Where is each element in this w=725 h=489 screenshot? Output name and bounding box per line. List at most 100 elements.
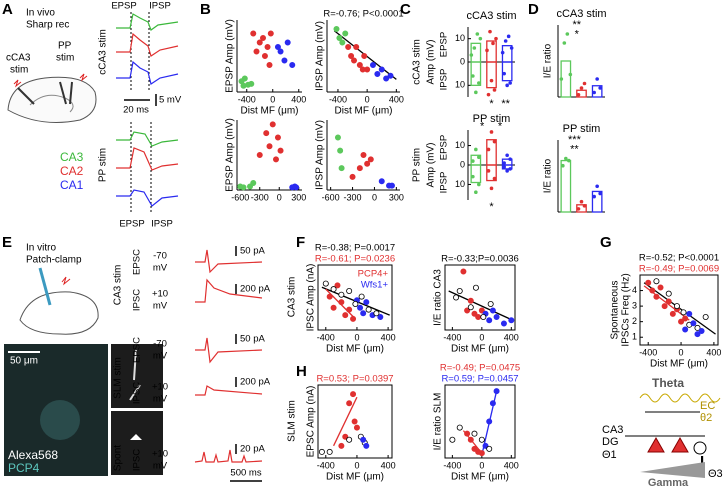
arrowhead (130, 434, 142, 440)
data-point (561, 163, 565, 168)
data-point (592, 194, 596, 199)
data-point (494, 36, 498, 41)
data-point (598, 191, 602, 196)
x-tick-label: 0 (354, 460, 359, 470)
data-point (240, 82, 247, 89)
data-point (489, 78, 494, 83)
data-point (333, 25, 340, 32)
data-point (349, 173, 356, 180)
data-point (277, 147, 284, 154)
panel-letter: E (2, 234, 12, 251)
theta-wave (639, 393, 721, 403)
marker-label: EPSP (111, 1, 136, 12)
electrode (69, 81, 73, 105)
x-axis-label: Dist MF (μm) (335, 106, 393, 117)
data-point (492, 176, 497, 181)
data-point (582, 81, 587, 86)
y-tick-label: 4 (632, 285, 637, 295)
data-point (353, 44, 360, 51)
data-point (665, 290, 672, 297)
data-point (486, 317, 493, 324)
data-point (500, 320, 507, 327)
data-point (464, 307, 471, 314)
data-point (508, 317, 515, 324)
data-point (284, 39, 291, 46)
significance: ** (501, 98, 510, 110)
data-point (274, 134, 281, 141)
data-point (456, 287, 463, 294)
data-point (348, 53, 355, 60)
scale-label: 20 ms (123, 105, 149, 116)
data-point (334, 134, 341, 141)
data-point (579, 86, 584, 90)
marker-label: IPSP (151, 219, 173, 230)
y-tick-label: 10 (455, 179, 465, 189)
data-point (342, 312, 349, 319)
title: In vivo (26, 8, 55, 19)
data-point (269, 121, 276, 128)
data-point (365, 306, 372, 313)
trace (195, 278, 263, 303)
data-point (346, 306, 353, 313)
data-point (378, 178, 385, 185)
annotation: R=0.59; P=0.0457 (441, 374, 518, 385)
panel-letter: G (600, 234, 612, 251)
bar (486, 61, 497, 89)
data-point (345, 44, 352, 51)
x-tick-label: 400 (381, 460, 396, 470)
data-point (356, 62, 363, 69)
data-point (330, 286, 337, 293)
micrograph-inset (111, 411, 163, 475)
brain-outline (7, 76, 97, 123)
trace (195, 337, 263, 364)
significance: * (575, 28, 580, 40)
data-point (486, 445, 493, 452)
holding: +10 (152, 289, 168, 300)
significance: *** (568, 134, 582, 146)
slice-outline (19, 291, 99, 335)
bar (470, 42, 482, 63)
data-point (492, 88, 497, 92)
electrode (59, 81, 67, 105)
y-tick-label: 1 (632, 332, 637, 342)
legend-entry: CA3 (60, 150, 84, 164)
y-axis-label: Spontaneous (610, 281, 621, 340)
scale-label: 200 pA (240, 377, 271, 388)
bar (470, 164, 482, 184)
annotation: R=-0.49; P=0.0069 (639, 264, 719, 275)
row-label: PP stim (412, 148, 423, 182)
data-point (645, 279, 652, 286)
y-axis-label: I/E ratio (543, 43, 554, 78)
scale-label: 50 μm (10, 356, 38, 367)
data-point (488, 29, 492, 34)
data-point (474, 147, 478, 152)
data-point (342, 30, 349, 37)
x-tick-label: -400 (443, 460, 461, 470)
x-axis-label: Dist MF (μm) (326, 344, 384, 355)
axis-side-label: EPSP (439, 32, 450, 57)
plot-frame (444, 264, 516, 331)
label: Θ3 (708, 468, 723, 480)
data-point (248, 80, 255, 87)
marker-label: IPSP (149, 1, 171, 12)
y-tick-label: 0 (460, 159, 465, 169)
data-point (338, 291, 345, 298)
data-point (360, 310, 367, 317)
stim-label: stim (10, 65, 28, 76)
electrode (17, 87, 35, 105)
data-point (383, 75, 390, 82)
annotation: R=0.53; P=0.0397 (316, 374, 393, 385)
data-point (266, 143, 273, 150)
significance: ** (570, 143, 579, 155)
plot-frame (317, 384, 393, 459)
data-point (363, 442, 370, 449)
data-point (508, 81, 512, 85)
label: Θ1 (602, 449, 617, 461)
data-point (363, 299, 370, 306)
data-point (378, 66, 385, 73)
data-point (653, 278, 660, 285)
fit-line (332, 396, 358, 447)
trace (194, 449, 263, 463)
panel-letter: H (296, 363, 307, 380)
data-point (491, 41, 495, 46)
